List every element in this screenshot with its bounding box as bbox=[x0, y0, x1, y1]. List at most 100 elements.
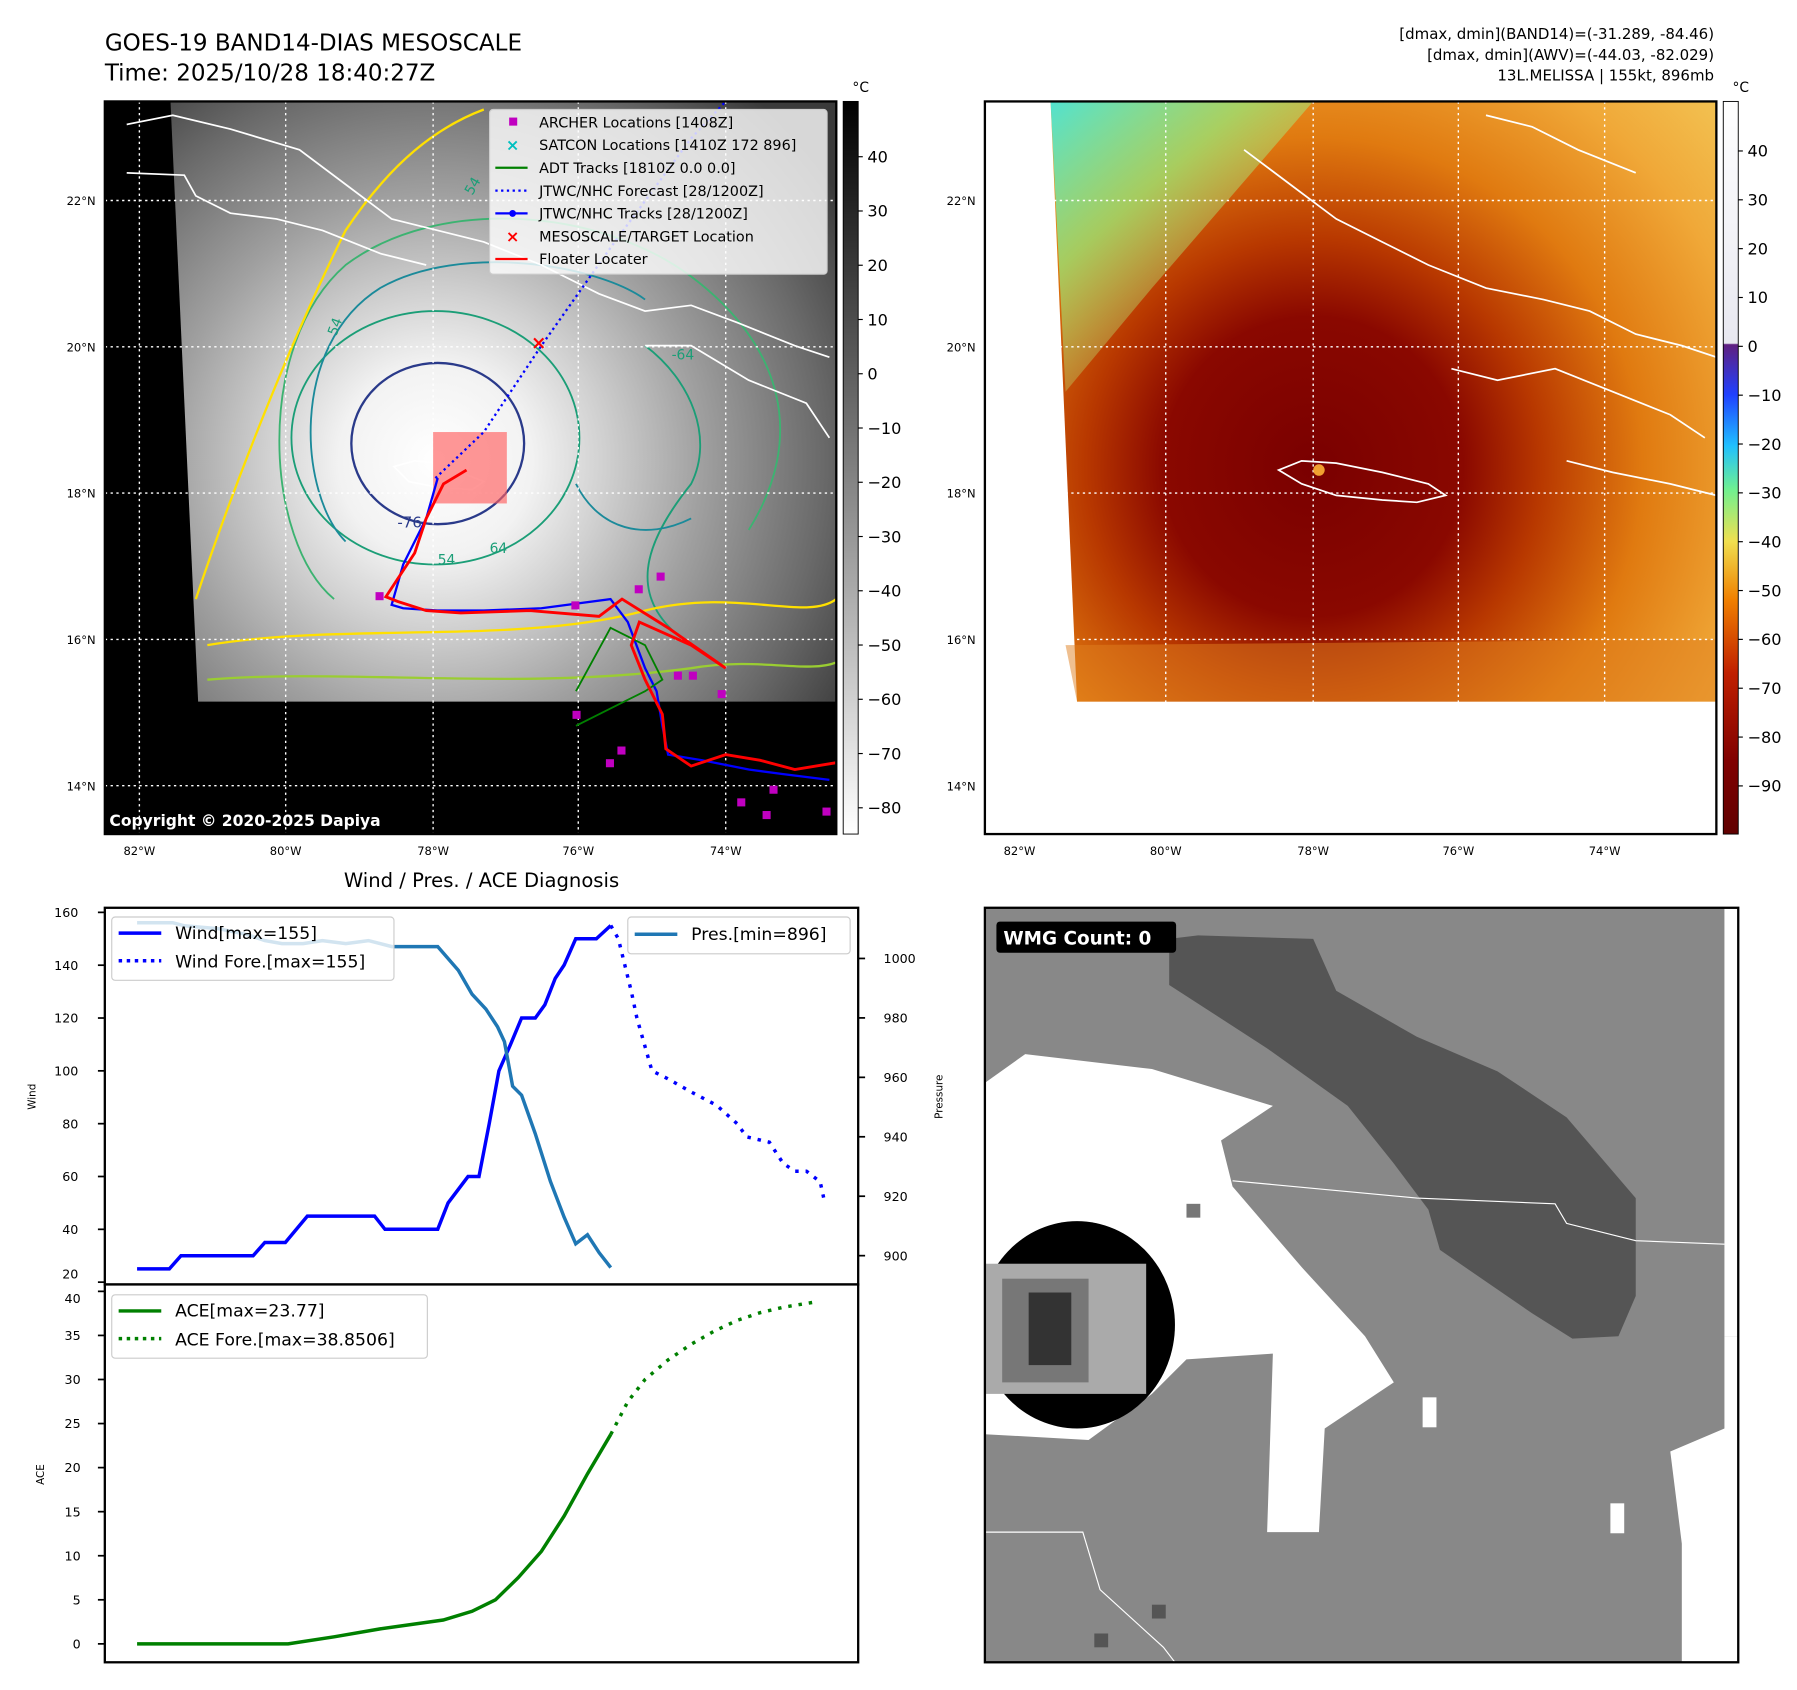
contours bbox=[194, 108, 837, 681]
ace-tick-label: 15 bbox=[65, 1504, 81, 1519]
eye bbox=[1313, 464, 1325, 476]
coastlines bbox=[984, 1180, 1725, 1663]
legend-marker: × bbox=[506, 136, 520, 155]
contour-label: 64 bbox=[490, 541, 508, 557]
lat-label: 16°N bbox=[67, 633, 96, 647]
ace-legend: ACE[max=23.77] ACE Fore.[max=38.8506] bbox=[111, 1294, 428, 1359]
ace-tick-label: 25 bbox=[65, 1416, 81, 1431]
wind-tick-label: 100 bbox=[54, 1063, 78, 1078]
legend-ace: ACE[max=23.77] bbox=[175, 1302, 324, 1322]
copyright: Copyright © 2020-2025 Dapiya bbox=[109, 812, 380, 830]
map-left-frame bbox=[103, 100, 838, 836]
ir-image-color bbox=[1050, 101, 1717, 702]
lat-label: 16°N bbox=[947, 633, 976, 647]
wind-tick-label: 140 bbox=[54, 958, 78, 973]
colorbar-tick-label: −60 bbox=[867, 690, 901, 709]
colorbar-right-unit: °C bbox=[1732, 80, 1749, 96]
pressure-tick-label: 960 bbox=[884, 1070, 908, 1085]
wind-tick-label: 20 bbox=[62, 1267, 78, 1282]
pressure-axis-label: Pressure bbox=[933, 1075, 945, 1119]
lat-label: 20°N bbox=[947, 340, 976, 354]
pressure-tick-label: 980 bbox=[884, 1011, 908, 1026]
coastlines bbox=[126, 114, 831, 491]
pressure-tick-label: 900 bbox=[884, 1248, 908, 1263]
wmg-dark-region bbox=[1169, 935, 1636, 1339]
lon-label: 74°W bbox=[710, 844, 742, 858]
wind-forecast-line bbox=[609, 924, 826, 1198]
colorbar-right bbox=[1722, 100, 1739, 835]
lon-label: 82°W bbox=[123, 844, 155, 858]
wmg-count-label: WMG Count: 0 bbox=[1003, 929, 1151, 950]
lon-label: 78°W bbox=[1297, 844, 1329, 858]
wind-axis-label: Wind bbox=[27, 1084, 39, 1110]
colorbar-tick-label: 30 bbox=[1747, 191, 1768, 210]
colorbar-tick-label: 30 bbox=[867, 202, 888, 221]
pressure-legend: Pres.[min=896] bbox=[627, 916, 851, 955]
colorbar-tick-label: −20 bbox=[867, 473, 901, 492]
legend-pressure: Pres.[min=896] bbox=[691, 925, 826, 945]
ace-tick-label: 10 bbox=[65, 1548, 81, 1563]
legend-wind: Wind[max=155] bbox=[175, 924, 317, 944]
ace-axis-label: ACE bbox=[35, 1464, 47, 1485]
colorbar-tick-label: −80 bbox=[867, 799, 901, 818]
colorbar-tick-label: −70 bbox=[1747, 679, 1781, 698]
contour-label: 54 bbox=[438, 553, 456, 569]
contour-label: -76 bbox=[397, 514, 421, 532]
contour-label: 54 bbox=[462, 174, 485, 197]
lon-label: 76°W bbox=[1442, 844, 1474, 858]
legend-wind-fore: Wind Fore.[max=155] bbox=[175, 953, 365, 973]
colorbar-tick-label: −20 bbox=[1747, 435, 1781, 454]
jtwc-track bbox=[390, 477, 830, 782]
wind-legend: Wind[max=155] Wind Fore.[max=155] bbox=[111, 916, 395, 981]
pressure-tick-label: 920 bbox=[884, 1189, 908, 1204]
floater-track bbox=[383, 468, 837, 772]
legend-marker: × bbox=[506, 227, 520, 246]
colorbar-tick-label: 0 bbox=[1747, 337, 1757, 356]
forecast-track bbox=[434, 101, 727, 479]
adt-track bbox=[575, 626, 664, 727]
legend-label: JTWC/NHC Forecast [28/1200Z] bbox=[538, 184, 763, 200]
map-right-frame bbox=[983, 100, 1718, 836]
wind-tick-label: 60 bbox=[62, 1169, 78, 1184]
ace-line bbox=[137, 1433, 613, 1646]
map-legend: ARCHER Locations [1408Z] × SATCON Location… bbox=[488, 108, 828, 275]
floater-box bbox=[433, 432, 507, 504]
colorbar-tick-label: −10 bbox=[867, 419, 901, 438]
wind-tick-label: 40 bbox=[62, 1222, 78, 1237]
legend-marker-dot bbox=[509, 209, 517, 217]
colorbar-tick-label: −60 bbox=[1747, 630, 1781, 649]
lat-label: 18°N bbox=[67, 487, 96, 501]
colorbar-tick-label: −30 bbox=[867, 527, 901, 546]
legend-label: ARCHER Locations [1408Z] bbox=[539, 115, 733, 131]
colorbar-tick-label: −10 bbox=[1747, 386, 1781, 405]
colorbar-tick-label: 10 bbox=[1747, 288, 1768, 307]
pressure-tick-label: 1000 bbox=[884, 951, 916, 966]
lon-label: 82°W bbox=[1004, 844, 1036, 858]
pressure-tick-label: 940 bbox=[884, 1129, 908, 1144]
stats-awv: [dmax, dmin](AWV)=(-44.03, -82.029) bbox=[1427, 46, 1714, 64]
figure-title: GOES-19 BAND14-DIAS MESOSCALE bbox=[105, 31, 522, 57]
chart-title: Wind / Pres. / ACE Diagnosis bbox=[344, 869, 619, 892]
lat-label: 20°N bbox=[67, 340, 96, 354]
colorbar-tick-label: 20 bbox=[1747, 239, 1768, 258]
stats-storm: 13L.MELISSA | 155kt, 896mb bbox=[1497, 67, 1714, 85]
contour-label: -64 bbox=[672, 347, 695, 363]
colorbar-tick-label: −40 bbox=[1747, 532, 1781, 551]
colorbar-tick-label: −40 bbox=[867, 582, 901, 601]
legend-label: JTWC/NHC Tracks [28/1200Z] bbox=[538, 207, 748, 223]
ace-tick-label: 20 bbox=[65, 1460, 81, 1475]
legend-label: SATCON Locations [1410Z 172 896] bbox=[539, 138, 796, 154]
lat-label: 22°N bbox=[947, 194, 976, 208]
coastlines bbox=[1243, 114, 1717, 504]
colorbar-tick-label: 20 bbox=[867, 256, 888, 275]
colorbar-tick-label: −30 bbox=[1747, 484, 1781, 503]
ace-tick-label: 5 bbox=[73, 1592, 81, 1607]
lat-label: 14°N bbox=[947, 779, 976, 793]
colorbar-left bbox=[842, 100, 859, 835]
figure-time: Time: 2025/10/28 18:40:27Z bbox=[104, 61, 436, 87]
colorbar-left-unit: °C bbox=[852, 80, 869, 96]
stats-band14: [dmax, dmin](BAND14)=(-31.289, -84.46) bbox=[1399, 25, 1714, 43]
wmg-count-badge bbox=[996, 921, 1177, 953]
wind-tick-label: 120 bbox=[54, 1011, 78, 1026]
colorbar-tick-label: 40 bbox=[867, 147, 888, 166]
